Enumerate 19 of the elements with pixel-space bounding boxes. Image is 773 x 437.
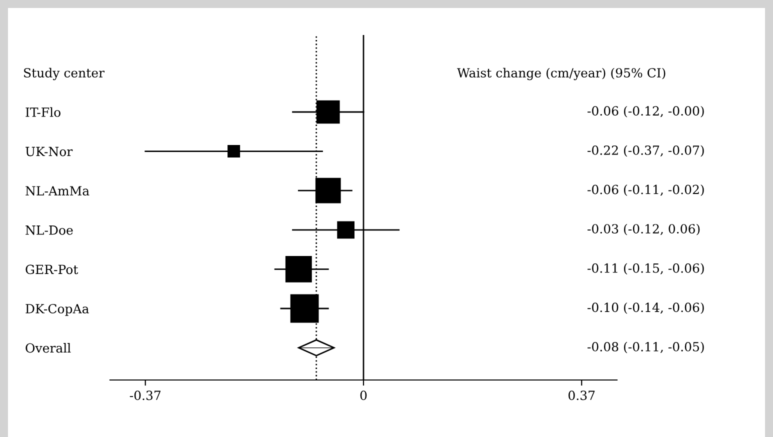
text: -0.06 (-0.11, -0.02) <box>588 184 704 196</box>
y-tick-label: GER-Pot <box>26 264 78 274</box>
y-tick-label: NL-Doe <box>26 226 73 235</box>
text: -0.08 (-0.11, -0.05) <box>588 342 704 354</box>
text: -0.10 (-0.14, -0.06) <box>588 302 704 314</box>
text: -0.06 (-0.12, -0.00) <box>588 106 704 118</box>
y-axis-title: Study center <box>24 68 105 80</box>
text: -0.22 (-0.37, -0.07) <box>588 145 704 157</box>
y-tick-label: DK-CopAa <box>26 304 89 316</box>
y-tick-label: UK-Nor <box>26 146 73 156</box>
y-tick-label: IT-Flo <box>26 107 60 117</box>
x-tick-label: -0.37 <box>130 390 160 400</box>
text: Waist change (cm/year) (95% CI) <box>457 68 666 80</box>
text: -0.11 (-0.15, -0.06) <box>588 263 704 275</box>
y-tick-label: NL-AmMa <box>26 186 90 196</box>
y-tick-label: Overall <box>26 343 71 353</box>
text: -0.03 (-0.12, 0.06) <box>588 224 700 236</box>
x-tick-label: 0.37 <box>568 390 595 400</box>
x-tick-label: 0 <box>360 390 367 400</box>
